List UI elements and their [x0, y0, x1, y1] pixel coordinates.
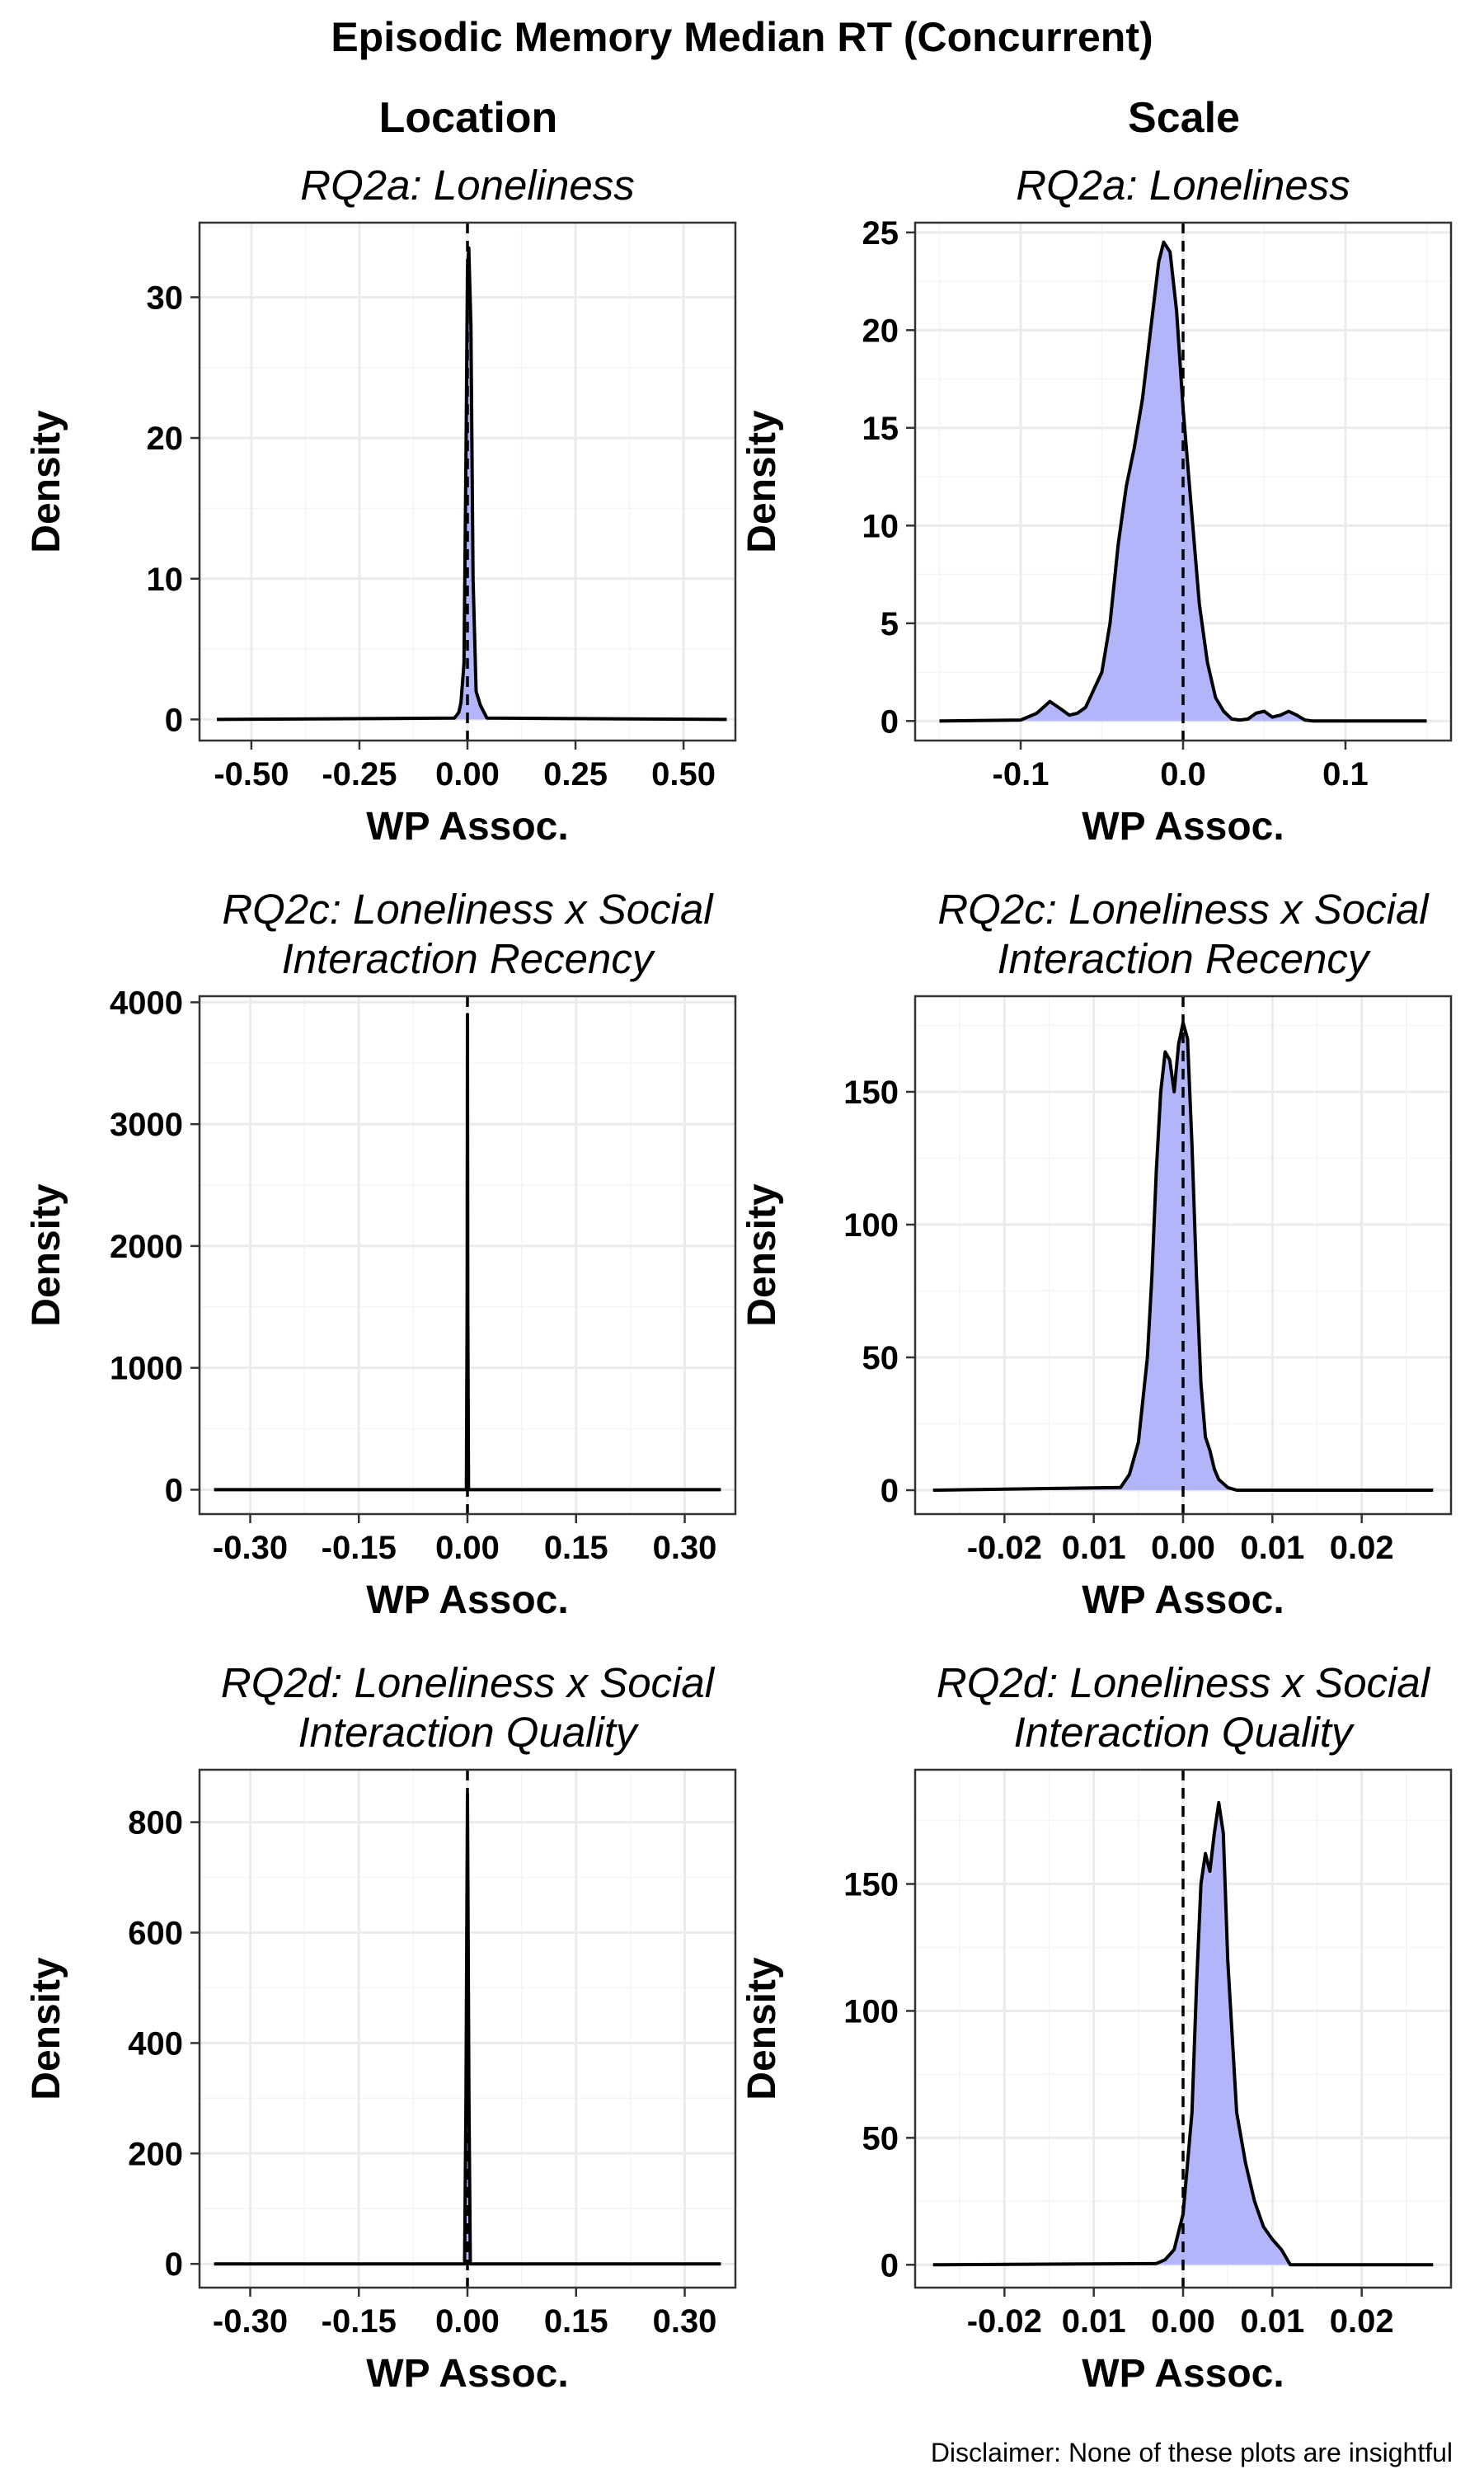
x-tick-label: 0.01 — [1062, 2303, 1126, 2340]
x-axis-title: WP Assoc. — [366, 805, 568, 849]
panel-subtitle: Interaction Recency — [282, 935, 656, 982]
y-tick-label: 0 — [881, 2247, 899, 2284]
panel-2: RQ2a: Loneliness -0.1 0.0 0.1 0 5 10 15 20 25 WP A… — [740, 162, 1453, 849]
x-tick-label: -0.15 — [322, 1530, 397, 1566]
x-tick-label: -0.1 — [993, 756, 1050, 793]
panel-subtitle: RQ2a: Loneliness — [1016, 162, 1350, 209]
y-tick-label: 0 — [881, 1473, 899, 1509]
y-tick-label: 100 — [843, 1993, 899, 2030]
y-tick-label: 20 — [862, 313, 899, 349]
column-title-location: Location — [379, 94, 558, 142]
x-tick-label: 0.00 — [435, 1530, 500, 1566]
y-tick-label: 10 — [147, 562, 184, 598]
x-axis-title: WP Assoc. — [1082, 805, 1284, 849]
disclaimer: Disclaimer: None of these plots are insi… — [931, 2438, 1453, 2467]
panel-1: RQ2a: Loneliness -0.50 -0.25 0.00 0.25 0.50 0 1… — [25, 162, 737, 849]
density-curve — [216, 246, 727, 722]
y-tick-label: 50 — [862, 2120, 899, 2157]
panel-subtitle: Interaction Quality — [298, 1709, 640, 1756]
figure-title: Episodic Memory Median RT (Concurrent) — [331, 14, 1153, 60]
x-tick-label: 0.01 — [1062, 1530, 1126, 1566]
panel-subtitle: Interaction Quality — [1013, 1709, 1355, 1756]
column-title-scale: Scale — [1128, 94, 1240, 142]
y-tick-label: 150 — [843, 1867, 899, 1903]
x-tick-label: 0.30 — [653, 1530, 717, 1566]
y-tick-label: 50 — [862, 1340, 899, 1376]
x-tick-label: -0.25 — [322, 756, 397, 793]
y-axis-title: Density — [25, 1183, 68, 1327]
y-tick-label: 10 — [862, 508, 899, 544]
y-tick-label: 0 — [165, 2246, 183, 2283]
y-tick-label: 0 — [881, 703, 899, 740]
x-tick-label: 0.15 — [544, 1530, 608, 1566]
x-tick-label: -0.30 — [213, 1530, 288, 1566]
x-axis-title: WP Assoc. — [1082, 2352, 1284, 2396]
y-tick-label: 400 — [128, 2025, 183, 2062]
x-tick-label: 0.1 — [1322, 756, 1369, 793]
x-tick-label: 0.00 — [435, 756, 500, 793]
y-tick-label: 3000 — [110, 1107, 183, 1143]
y-tick-label: 1000 — [110, 1351, 183, 1387]
x-tick-label: 0.50 — [651, 756, 716, 793]
y-tick-label: 15 — [862, 411, 899, 447]
x-tick-label: 0.30 — [653, 2303, 717, 2340]
y-tick-label: 5 — [881, 606, 899, 642]
y-tick-label: 0 — [165, 1472, 183, 1508]
y-axis-title: Density — [740, 1957, 784, 2100]
x-tick-label: -0.02 — [967, 2303, 1042, 2340]
x-tick-label: -0.50 — [214, 756, 289, 793]
x-tick-label: -0.15 — [322, 2303, 397, 2340]
y-tick-label: 100 — [843, 1207, 899, 1244]
y-axis-title: Density — [25, 410, 68, 553]
y-axis-title: Density — [740, 1183, 784, 1327]
x-tick-label: 0.0 — [1160, 756, 1206, 793]
x-tick-label: 0.01 — [1240, 2303, 1304, 2340]
panel-subtitle: RQ2d: Loneliness x Social — [221, 1659, 716, 1706]
y-tick-label: 20 — [147, 421, 184, 457]
x-tick-label: 0.02 — [1330, 1530, 1394, 1566]
x-tick-label: 0.00 — [1151, 1530, 1215, 1566]
x-tick-label: 0.01 — [1240, 1530, 1304, 1566]
density-curve — [932, 1021, 1434, 1492]
y-tick-label: 800 — [128, 1805, 183, 1841]
y-tick-label: 0 — [165, 702, 183, 738]
y-axis-title: Density — [740, 410, 784, 553]
x-tick-label: 0.00 — [435, 2303, 500, 2340]
x-tick-label: 0.02 — [1330, 2303, 1394, 2340]
x-tick-label: 0.15 — [544, 2303, 608, 2340]
y-tick-label: 600 — [128, 1916, 183, 1952]
y-tick-label: 4000 — [110, 985, 183, 1021]
x-tick-label: 0.25 — [543, 756, 608, 793]
x-axis-title: WP Assoc. — [1082, 1578, 1284, 1622]
panel-subtitle: RQ2c: Loneliness x Social — [222, 886, 714, 933]
x-tick-label: 0.00 — [1151, 2303, 1215, 2340]
x-tick-label: -0.30 — [213, 2303, 288, 2340]
panel-subtitle: RQ2d: Loneliness x Social — [937, 1659, 1431, 1706]
y-tick-label: 2000 — [110, 1229, 183, 1265]
panels: RQ2a: Loneliness-0.50 -0.25 0.00 0.25 0.5001… — [25, 162, 1453, 2396]
y-axis-title: Density — [25, 1957, 68, 2100]
x-axis-title: WP Assoc. — [366, 2352, 568, 2396]
x-axis-title: WP Assoc. — [366, 1578, 568, 1622]
panel-subtitle: Interaction Recency — [998, 935, 1372, 982]
panel-subtitle: RQ2c: Loneliness x Social — [937, 886, 1430, 933]
y-tick-label: 150 — [843, 1075, 899, 1111]
density-curve — [932, 1801, 1434, 2267]
y-tick-label: 25 — [862, 215, 899, 252]
density-curve — [939, 240, 1427, 723]
x-tick-label: -0.02 — [967, 1530, 1042, 1566]
y-tick-label: 30 — [147, 280, 184, 316]
panel-subtitle: RQ2a: Loneliness — [300, 162, 634, 209]
y-tick-label: 200 — [128, 2136, 183, 2172]
